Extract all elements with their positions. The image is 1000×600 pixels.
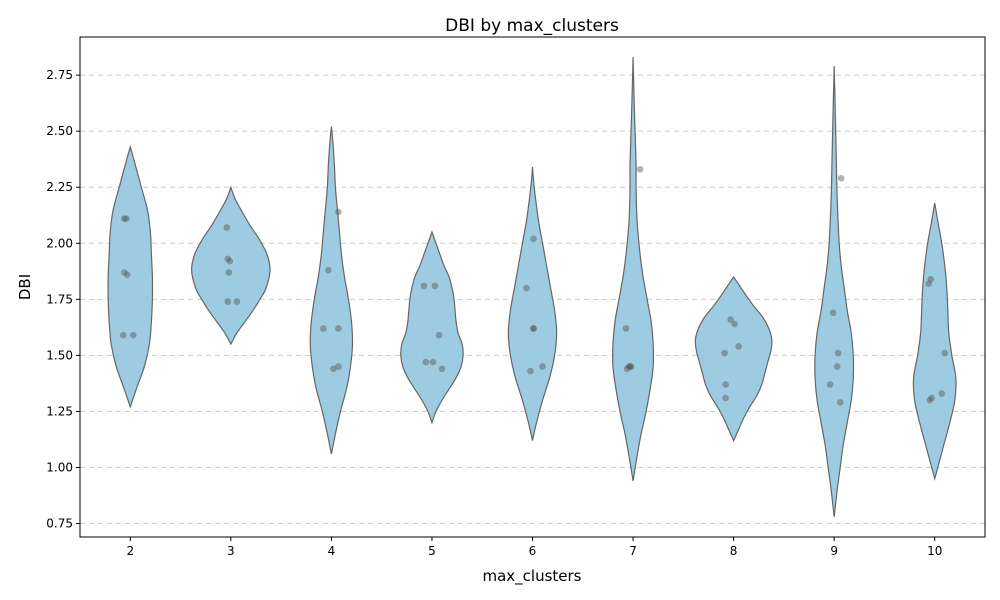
x-tick-label: 2 xyxy=(126,544,134,558)
y-tick-label: 2.50 xyxy=(46,124,73,138)
data-point xyxy=(636,165,644,173)
x-axis-ticks: 2 3 4 5 6 7 8 9 10 xyxy=(126,537,942,558)
data-point xyxy=(834,349,842,357)
data-point xyxy=(122,215,130,222)
data-point xyxy=(335,363,342,370)
x-tick-label: 10 xyxy=(927,544,942,558)
violin-5 xyxy=(400,230,464,425)
data-point xyxy=(120,215,128,222)
data-point xyxy=(435,331,443,339)
data-point xyxy=(722,394,729,402)
data-point xyxy=(626,363,634,370)
violin-10 xyxy=(912,202,957,481)
data-point xyxy=(623,365,631,373)
x-tick-label: 5 xyxy=(428,544,436,558)
x-axis-label: max_clusters xyxy=(482,567,581,586)
violin-4 xyxy=(309,126,354,455)
data-point xyxy=(829,309,837,317)
y-tick-label: 2.00 xyxy=(46,236,73,250)
violin-2 xyxy=(107,144,154,409)
violin-8 xyxy=(694,275,773,443)
data-point xyxy=(833,363,841,370)
data-point xyxy=(223,224,231,231)
y-tick-label: 1.25 xyxy=(46,404,73,418)
data-point xyxy=(320,325,327,332)
data-point xyxy=(539,363,546,370)
data-point xyxy=(735,343,742,350)
data-point xyxy=(431,282,439,290)
data-point xyxy=(420,282,428,290)
data-point xyxy=(530,325,537,332)
y-tick-label: 2.75 xyxy=(46,68,73,82)
data-point xyxy=(330,365,337,373)
data-point xyxy=(530,325,537,332)
y-tick-label: 1.50 xyxy=(46,348,73,362)
data-point xyxy=(941,349,949,357)
violin-9 xyxy=(814,66,855,517)
data-point xyxy=(120,269,128,276)
data-point xyxy=(925,280,932,287)
data-point xyxy=(727,316,734,323)
violin-7 xyxy=(612,57,655,482)
data-point xyxy=(837,174,845,182)
data-point xyxy=(119,331,127,339)
violin-6 xyxy=(507,166,558,441)
data-point xyxy=(225,269,233,276)
data-point xyxy=(926,396,933,404)
data-point xyxy=(826,381,834,388)
x-tick-label: 8 xyxy=(730,544,738,558)
x-tick-label: 9 xyxy=(830,544,838,558)
data-point xyxy=(438,365,446,373)
data-point xyxy=(928,394,936,402)
data-point xyxy=(429,358,437,366)
x-tick-label: 7 xyxy=(629,544,637,558)
data-point xyxy=(422,358,430,366)
y-tick-label: 1.75 xyxy=(46,292,73,306)
y-tick-label: 1.00 xyxy=(46,460,73,474)
y-tick-label: 2.25 xyxy=(46,180,73,194)
x-tick-label: 3 xyxy=(227,544,235,558)
data-point xyxy=(224,298,232,305)
data-point xyxy=(530,235,537,243)
x-tick-label: 6 xyxy=(529,544,537,558)
data-point xyxy=(731,320,738,328)
data-point xyxy=(627,363,635,370)
y-axis-label: DBI xyxy=(16,274,34,300)
data-point xyxy=(335,325,342,332)
data-point xyxy=(625,363,633,370)
data-point xyxy=(622,325,630,332)
data-point xyxy=(233,298,241,305)
violins xyxy=(107,57,957,517)
data-point xyxy=(938,390,946,397)
data-point xyxy=(123,271,131,278)
data-points xyxy=(119,165,949,406)
data-point xyxy=(721,349,728,357)
data-point xyxy=(523,284,530,292)
chart-title: DBI by max_clusters xyxy=(445,16,619,36)
data-point xyxy=(226,257,234,265)
data-point xyxy=(836,399,844,406)
data-point xyxy=(129,331,137,339)
data-point xyxy=(722,381,729,388)
y-axis-ticks: 0.75 1.00 1.25 1.50 1.75 2.00 2.25 2.50 2.75 xyxy=(46,68,80,531)
data-point xyxy=(927,275,934,283)
data-point xyxy=(335,208,342,216)
data-point xyxy=(527,367,534,375)
data-point xyxy=(325,266,332,274)
violin-3 xyxy=(191,185,271,346)
data-point xyxy=(224,255,232,263)
x-tick-label: 4 xyxy=(328,544,336,558)
y-tick-label: 0.75 xyxy=(46,517,73,531)
